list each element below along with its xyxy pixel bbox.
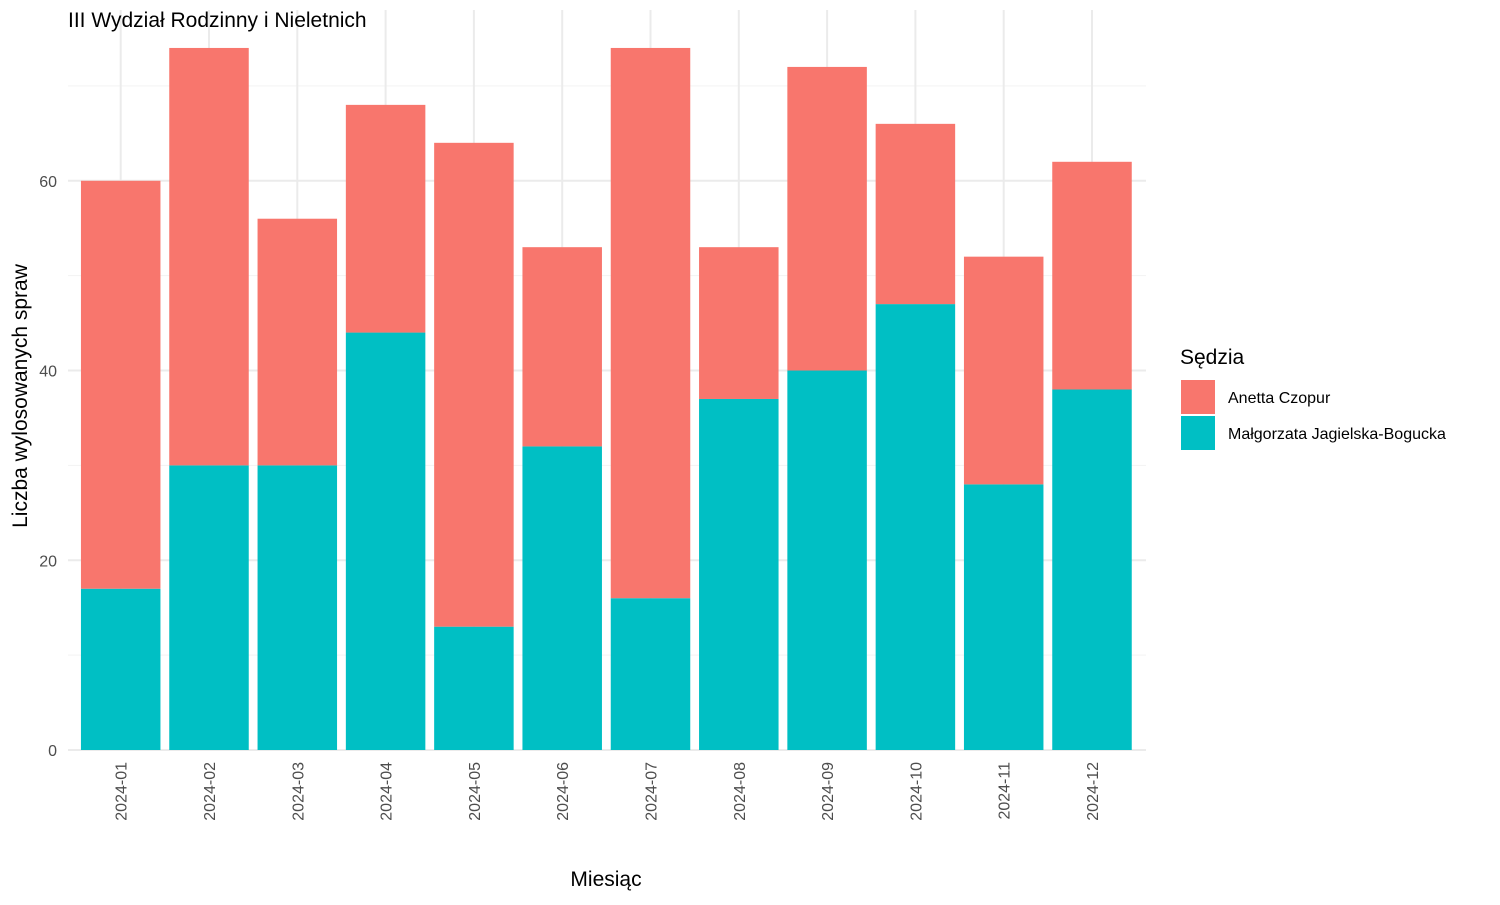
bar-2024-07-series-0 [610,47,691,599]
x-tick-label: 2024-04 [379,762,396,821]
bar-2024-02-series-0 [169,47,249,466]
bar-2024-06-series-0 [522,247,602,447]
bar-2024-06-series-1 [522,446,602,750]
legend-swatch [1181,380,1215,414]
y-axis-ticks: 0 20 40 60 [39,174,57,760]
bar-2024-11-series-0 [963,256,1044,485]
y-tick-label: 20 [39,553,57,570]
bar-2024-07-series-1 [610,598,691,750]
legend: Sędzia Anetta Czopur Małgorzata Jagielska… [1180,346,1446,450]
legend-title: Sędzia [1180,346,1245,369]
x-tick-label: 2024-10 [908,762,925,821]
bar-2024-12-series-0 [1052,161,1132,390]
bar-2024-10-series-0 [875,123,956,305]
x-tick-label: 2024-07 [644,762,661,821]
x-tick-label: 2024-06 [555,762,572,821]
y-tick-label: 40 [39,364,57,381]
bar-2024-05-series-0 [434,142,514,627]
bar-2024-11-series-1 [963,484,1044,750]
bar-2024-08-series-1 [699,398,779,750]
bar-2024-12-series-1 [1052,389,1132,750]
x-axis-title: Miesiąc [570,868,641,891]
legend-swatch [1181,416,1215,450]
bar-2024-01-series-1 [80,588,161,750]
legend-items: Anetta Czopur Małgorzata Jagielska-Boguck… [1181,380,1446,450]
bar-2024-03-series-0 [257,218,338,466]
x-tick-label: 2024-11 [997,762,1014,820]
bar-2024-04-series-1 [345,332,426,750]
x-axis-ticks: 2024-01 2024-02 2024-03 2024-04 2024-05 2024-… [114,762,1102,821]
bar-2024-03-series-1 [257,465,338,750]
x-tick-label: 2024-08 [732,762,749,821]
bar-2024-09-series-0 [787,66,867,371]
bar-2024-02-series-1 [169,465,249,750]
legend-label: Anetta Czopur [1228,390,1331,407]
y-axis-title: Liczba wylosowanych spraw [9,263,32,528]
x-tick-label: 2024-05 [467,762,484,821]
x-tick-label: 2024-03 [290,762,307,821]
x-tick-label: 2024-01 [114,762,131,821]
legend-label: Małgorzata Jagielska-Bogucka [1228,426,1446,443]
bar-2024-04-series-0 [345,104,426,333]
y-tick-label: 60 [39,174,57,191]
chart-title: III Wydział Rodzinny i Nieletnich [68,9,367,32]
bar-2024-08-series-0 [699,247,779,399]
bar-2024-01-series-0 [80,180,161,589]
bar-2024-05-series-1 [434,626,514,750]
x-tick-label: 2024-09 [820,762,837,821]
bar-2024-10-series-1 [875,304,956,750]
y-tick-label: 0 [48,743,57,760]
bars [80,47,1132,750]
bar-2024-09-series-1 [787,370,867,750]
x-tick-label: 2024-12 [1085,762,1102,821]
x-tick-label: 2024-02 [202,762,219,821]
